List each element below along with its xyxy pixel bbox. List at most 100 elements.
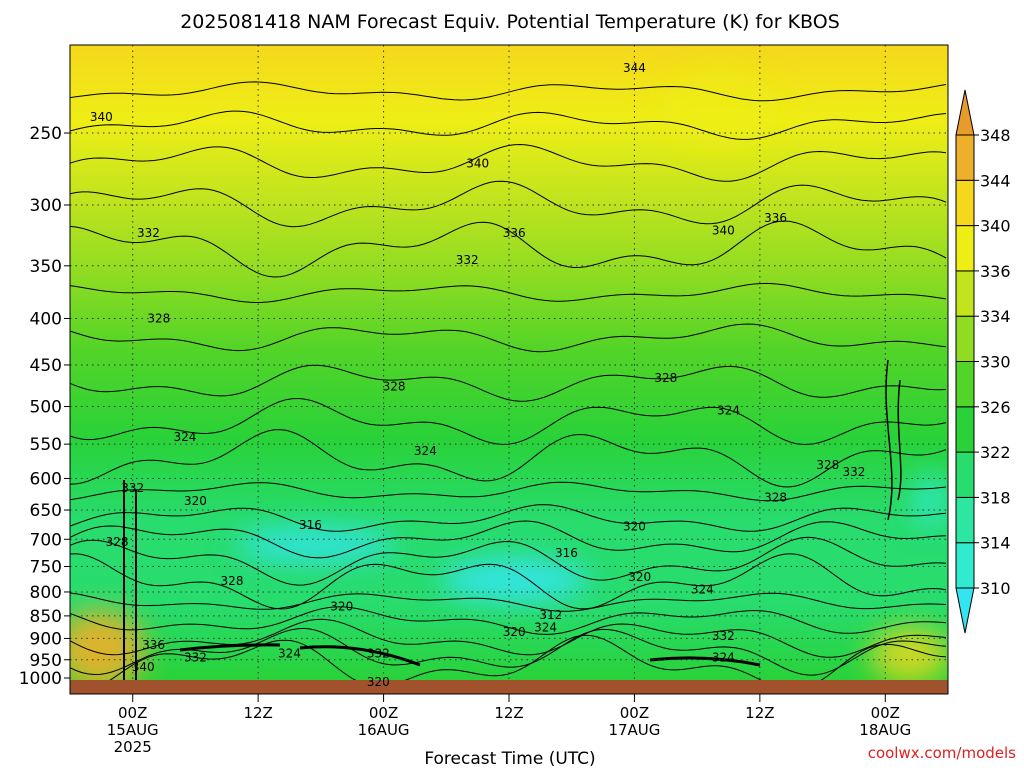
contour-label: 340 <box>90 110 113 124</box>
colorbar-label: 310 <box>980 579 1011 598</box>
y-tick-label: 1000 <box>19 669 62 689</box>
contour-label: 336 <box>764 211 787 225</box>
x-tick-label: 2025 <box>114 738 152 756</box>
colorbar-label: 348 <box>980 126 1011 145</box>
contour-line <box>70 364 947 402</box>
contour-label: 336 <box>503 226 526 240</box>
x-tick-label: 17AUG <box>608 721 660 739</box>
y-tick-label: 700 <box>30 530 62 550</box>
x-tick-label: 00Z <box>620 704 649 722</box>
colorbar-segment <box>955 406 975 453</box>
y-tick-label: 550 <box>30 435 62 455</box>
warm-low-level-right <box>870 627 948 680</box>
contour-label: 320 <box>330 599 353 613</box>
contour-label: 328 <box>106 535 129 549</box>
contour-label: 324 <box>174 430 197 444</box>
cool-pocket-2 <box>440 558 590 602</box>
cool-pocket-1 <box>235 527 395 563</box>
y-axis: 2503003504004505005506006507007508008509… <box>19 124 70 689</box>
contour-line <box>70 143 947 182</box>
contour-spike <box>885 359 902 521</box>
contour-label: 332 <box>712 629 735 643</box>
contour-line <box>70 323 947 353</box>
colorbar-label: 314 <box>980 534 1011 553</box>
contour-spike <box>123 480 137 680</box>
y-tick-label: 800 <box>30 583 62 603</box>
contour-label: 328 <box>654 371 677 385</box>
colorbar-label: 340 <box>980 217 1011 236</box>
colorbar-segment <box>955 496 975 544</box>
x-tick-label: 12Z <box>745 704 774 722</box>
colorbar-label: 326 <box>980 398 1011 417</box>
colorbar-label: 330 <box>980 353 1011 372</box>
cool-pocket-3 <box>912 472 948 528</box>
y-tick-label: 600 <box>30 469 62 489</box>
contour-label: 324 <box>691 582 714 596</box>
y-tick-label: 400 <box>30 309 62 329</box>
theta-e-field <box>70 45 948 680</box>
contour-line-thick <box>299 645 421 667</box>
contour-label: 316 <box>555 546 578 560</box>
colorbar-segment <box>955 542 975 589</box>
contour-label: 328 <box>816 458 839 472</box>
contour-line <box>70 220 947 278</box>
warm-low-level-left <box>70 610 145 680</box>
contour-label: 340 <box>132 660 155 674</box>
x-tick-label: 00Z <box>118 704 147 722</box>
colorbar-segment <box>955 134 975 181</box>
y-tick-label: 300 <box>30 196 62 216</box>
contour-label: 344 <box>623 61 646 75</box>
contour-line <box>70 618 947 658</box>
contour-label: 332 <box>367 646 390 660</box>
contour-lines <box>70 81 947 680</box>
contour-label: 324 <box>717 403 740 417</box>
contour-label: 332 <box>842 465 865 479</box>
contour-label: 324 <box>414 444 437 458</box>
contour-line <box>70 592 947 612</box>
contour-line <box>70 110 947 140</box>
colorbar-label: 322 <box>980 443 1011 462</box>
contour-label: 328 <box>383 379 406 393</box>
colorbar-segment <box>955 587 975 634</box>
y-tick-label: 650 <box>30 501 62 521</box>
watermark: coolwx.com/models <box>868 744 1016 762</box>
colorbar-segment <box>955 270 975 317</box>
contour-label: 320 <box>184 494 207 508</box>
colorbar-segment <box>955 89 975 136</box>
contour-line-thick <box>179 643 281 652</box>
colorbar-label: 318 <box>980 488 1011 507</box>
grid-lines <box>70 45 948 680</box>
plot-area: 3443403403403363363323323283283283283283… <box>69 44 949 695</box>
contour-label: 340 <box>466 156 489 170</box>
contour-label: 312 <box>539 608 562 622</box>
contour-label: 324 <box>712 651 735 665</box>
contour-line <box>70 81 947 102</box>
contour-label: 324 <box>534 620 557 634</box>
colorbar-label: 344 <box>980 171 1011 190</box>
contour-line <box>70 504 947 532</box>
x-axis-title: Forecast Time (UTC) <box>424 749 595 768</box>
x-tick-label: 16AUG <box>358 721 410 739</box>
contour-line-thick <box>649 656 761 667</box>
contour-label: 332 <box>456 253 479 267</box>
x-tick-label: 12Z <box>494 704 523 722</box>
y-tick-label: 350 <box>30 257 62 277</box>
colorbar-segment <box>955 179 975 227</box>
x-tick-label: 18AUG <box>859 721 911 739</box>
chart-title: 2025081418 NAM Forecast Equiv. Potential… <box>180 11 840 33</box>
y-tick-label: 750 <box>30 557 62 577</box>
contour-label: 332 <box>121 481 144 495</box>
contour-line <box>70 397 947 445</box>
contour-line <box>70 429 947 488</box>
contour-label: 320 <box>503 625 526 639</box>
contour-line <box>70 282 947 304</box>
contour-label: 340 <box>712 223 735 237</box>
colorbar-segment <box>955 361 975 408</box>
contour-label: 328 <box>221 574 244 588</box>
contour-label: 320 <box>628 570 651 584</box>
colorbar-segment <box>955 225 975 272</box>
contour-line <box>70 536 947 586</box>
y-tick-label: 900 <box>30 629 62 649</box>
